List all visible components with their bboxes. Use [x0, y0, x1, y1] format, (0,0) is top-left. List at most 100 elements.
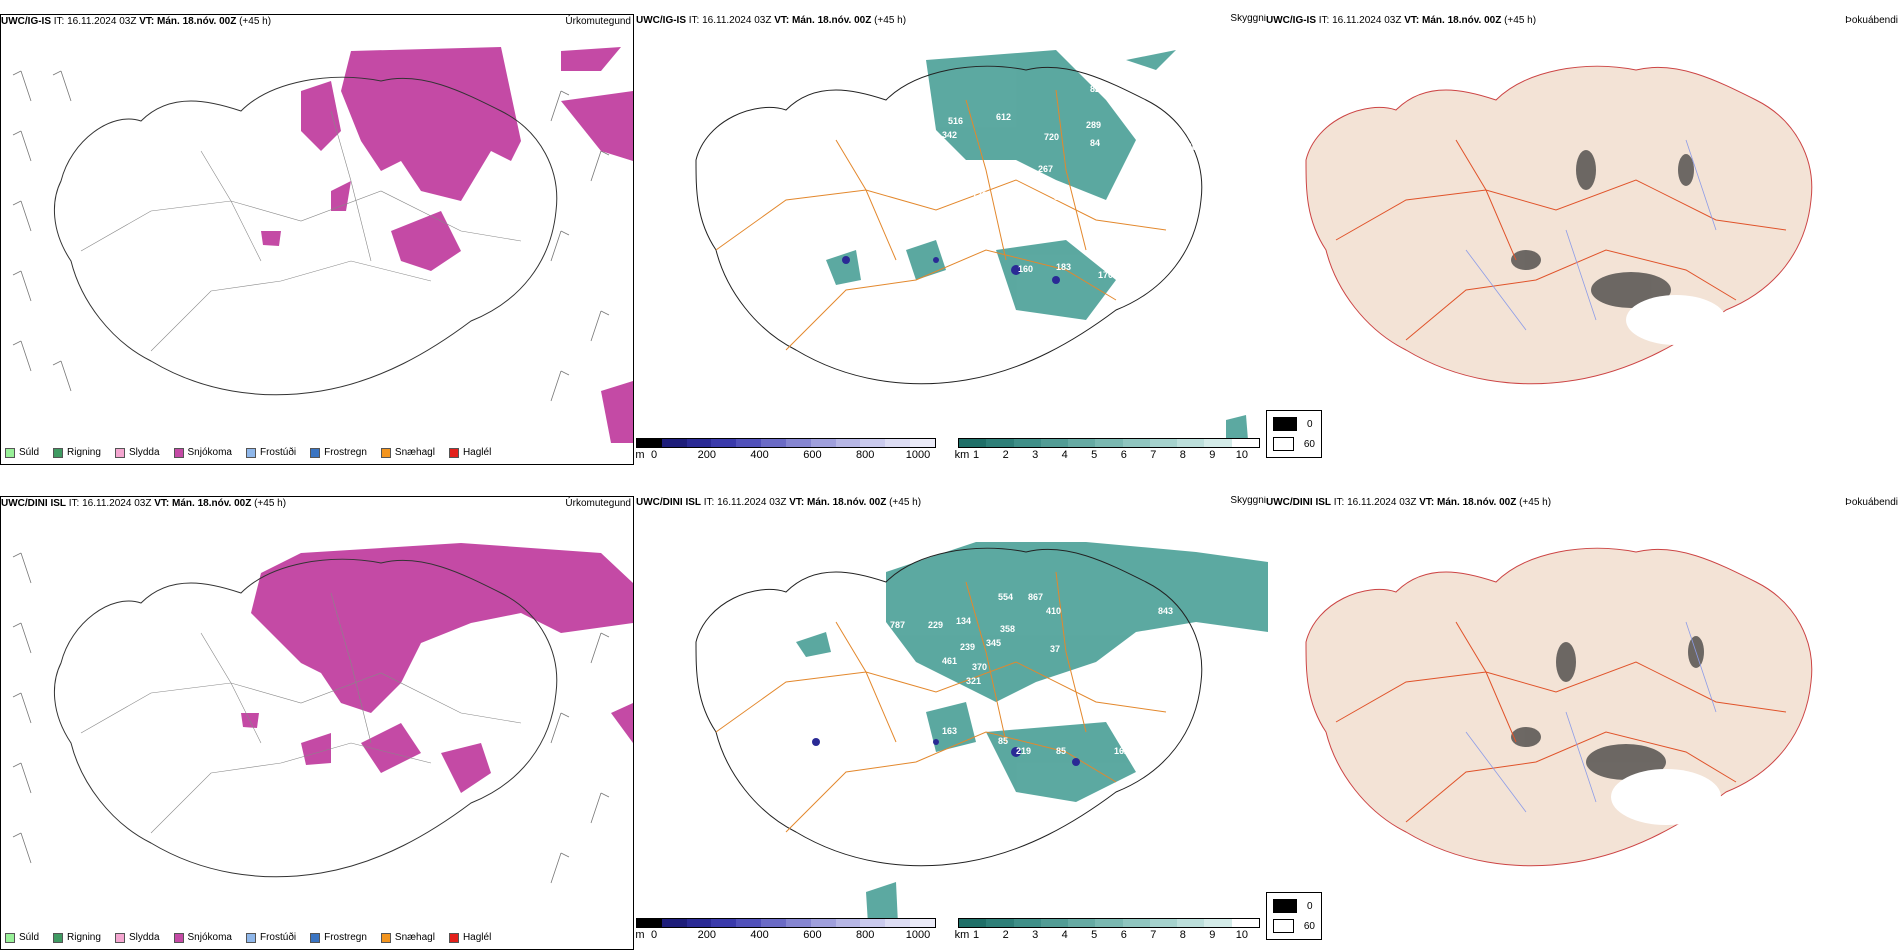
- height-label: 162: [1114, 746, 1130, 756]
- height-bar: [636, 918, 936, 928]
- colorbar-segment: [1204, 919, 1232, 927]
- colorbar-segment: [885, 439, 911, 447]
- height-ticks: m 0 200 400 600 800 1000: [636, 929, 936, 943]
- height-label: 787: [890, 620, 906, 630]
- colorbar-tick: 0: [650, 449, 658, 461]
- colorbar-segment: [1149, 919, 1178, 927]
- colorbar-tick: 4: [1061, 449, 1068, 461]
- precip-legend-item: Haglél: [448, 932, 492, 943]
- precip-swatch: [448, 447, 459, 458]
- precip-legend-item: Snjókoma: [173, 447, 232, 458]
- colorbar-tick: 3: [1032, 929, 1039, 941]
- cloud-colorbar-top: km 1 2 3 4 5 6 7 8 9 10: [955, 438, 1260, 463]
- colorbar-segment: [661, 439, 687, 447]
- height-label: 612: [996, 112, 1012, 122]
- precip-legend-label: Snæhagl: [394, 932, 435, 943]
- vt-value: Mán. 18.nóv. 00Z: [1422, 15, 1502, 26]
- colorbar-segment: [810, 919, 836, 927]
- roads: [715, 571, 1167, 833]
- colorbar-segment: [1013, 919, 1041, 927]
- height-label: 843: [1158, 606, 1174, 616]
- height-label: 84: [1090, 138, 1101, 148]
- cloud-ticks: km 1 2 3 4 5 6 7 8 9 10: [954, 929, 1260, 943]
- precip-legend-item: Frostúði: [245, 447, 296, 458]
- height-label: 345: [986, 638, 1002, 648]
- cloud-title: Skyggni: [1230, 14, 1266, 24]
- precip-swatch: [245, 447, 256, 458]
- height-label: 105: [1044, 208, 1060, 218]
- height-label: 239: [960, 642, 976, 652]
- colorbar-segment: [711, 919, 737, 927]
- colorbar-tick: 8: [1179, 929, 1186, 941]
- fog-legend-label: 0: [1307, 418, 1313, 430]
- colorbar-segment: [711, 439, 737, 447]
- colorbar-segment: [1122, 439, 1150, 447]
- height-colorbar-bottom: m 0 200 400 600 800 1000: [636, 918, 936, 943]
- vt-value: Mán. 18.nóv. 00Z: [172, 498, 252, 509]
- precip-legend-label: Snæhagl: [394, 447, 435, 458]
- fog-header-top: UWC/IG-IS IT: 16.11.2024 03Z VT: Mán. 18…: [1266, 14, 1900, 30]
- precip-legend-label: Frostúði: [259, 932, 297, 943]
- colorbar-segment: [1149, 439, 1178, 447]
- colorbar-segment: [1068, 439, 1096, 447]
- cloud-bar: [958, 918, 1260, 928]
- cloud-header-bottom: UWC/DINI ISL IT: 16.11.2024 03Z VT: Mán.…: [636, 496, 1268, 512]
- fog-legend-entry: 0: [1273, 899, 1315, 913]
- it-value: 16.11.2024 03Z: [702, 15, 772, 26]
- iceland-outline: [53, 76, 558, 396]
- precip-legend-label: Haglél: [462, 932, 492, 943]
- cloud-header-top: UWC/IG-IS IT: 16.11.2024 03Z VT: Mán. 18…: [636, 14, 1268, 30]
- cloud-areas: [826, 50, 1248, 440]
- white-fog: [1611, 769, 1721, 825]
- colorbar-tick: 6: [1120, 449, 1127, 461]
- cloud-map-top: [695, 50, 1248, 440]
- colorbar-segment: [1204, 439, 1232, 447]
- height-label: 461: [942, 656, 958, 666]
- precip-panel-top: UWC/IG-IS IT: 16.11.2024 03Z VT: Mán. 18…: [0, 14, 634, 465]
- height-label: 12: [964, 238, 975, 248]
- colorbar-tick: 200: [697, 449, 716, 461]
- fog-swatch: [1273, 919, 1294, 933]
- fog-panel-bottom: UWC/DINI ISL IT: 16.11.2024 03Z VT: Mán.…: [1266, 496, 1900, 950]
- colorbar-segment: [986, 919, 1014, 927]
- precip-legend-label: Rigning: [67, 932, 101, 943]
- vt-value: Mán. 18.nóv. 00Z: [1437, 497, 1517, 508]
- precip-swatch: [245, 932, 256, 943]
- colorbar-tick: 800: [856, 449, 875, 461]
- colorbar-segment: [835, 439, 861, 447]
- height-label: 79: [1140, 138, 1151, 148]
- it-label: IT:: [1318, 15, 1330, 26]
- height-label: 150: [1122, 264, 1138, 274]
- height-label: 382: [1198, 626, 1214, 636]
- height-label: 342: [942, 130, 958, 140]
- precip-legend-item: Frostregn: [310, 447, 367, 458]
- vt-label: VT:: [774, 15, 790, 26]
- precip-legend-item: Frostúði: [245, 932, 297, 943]
- precip-legend-item: Súld: [5, 932, 39, 943]
- colorbar-segment: [860, 919, 886, 927]
- colorbar-unit: m: [636, 449, 645, 461]
- colorbar-segment: [785, 439, 811, 447]
- precip-title: Úrkomutegund: [565, 498, 631, 509]
- vt-label: VT:: [1404, 15, 1420, 26]
- colorbar-segment: [885, 919, 911, 927]
- colorbar-tick: 9: [1209, 929, 1216, 941]
- it-value: 16.11.2024 03Z: [1347, 497, 1417, 508]
- colorbar-unit: km: [954, 929, 970, 941]
- height-label: 692: [1168, 184, 1184, 194]
- colorbar-tick: 9: [1209, 449, 1216, 461]
- colorbar-tick: 1: [973, 929, 980, 941]
- fog-legend-bottom: 0 60: [1266, 892, 1322, 940]
- colorbar-tick: 8: [1179, 449, 1186, 461]
- height-label: 17: [1176, 624, 1187, 634]
- roads: [1335, 139, 1787, 341]
- precip-legend-label: Súld: [19, 447, 40, 458]
- precip-swatch: [173, 932, 184, 943]
- height-label: 325: [1054, 192, 1070, 202]
- precip-header-bottom: UWC/DINI ISL IT: 16.11.2024 03Z VT: Mán.…: [1, 497, 633, 513]
- precip-legend-label: Slydda: [128, 447, 160, 458]
- precip-legend-item: Súld: [5, 447, 39, 458]
- colorbar-segment: [736, 919, 762, 927]
- vt-value: Mán. 18.nóv. 00Z: [807, 497, 887, 508]
- height-label: 358: [1000, 624, 1016, 634]
